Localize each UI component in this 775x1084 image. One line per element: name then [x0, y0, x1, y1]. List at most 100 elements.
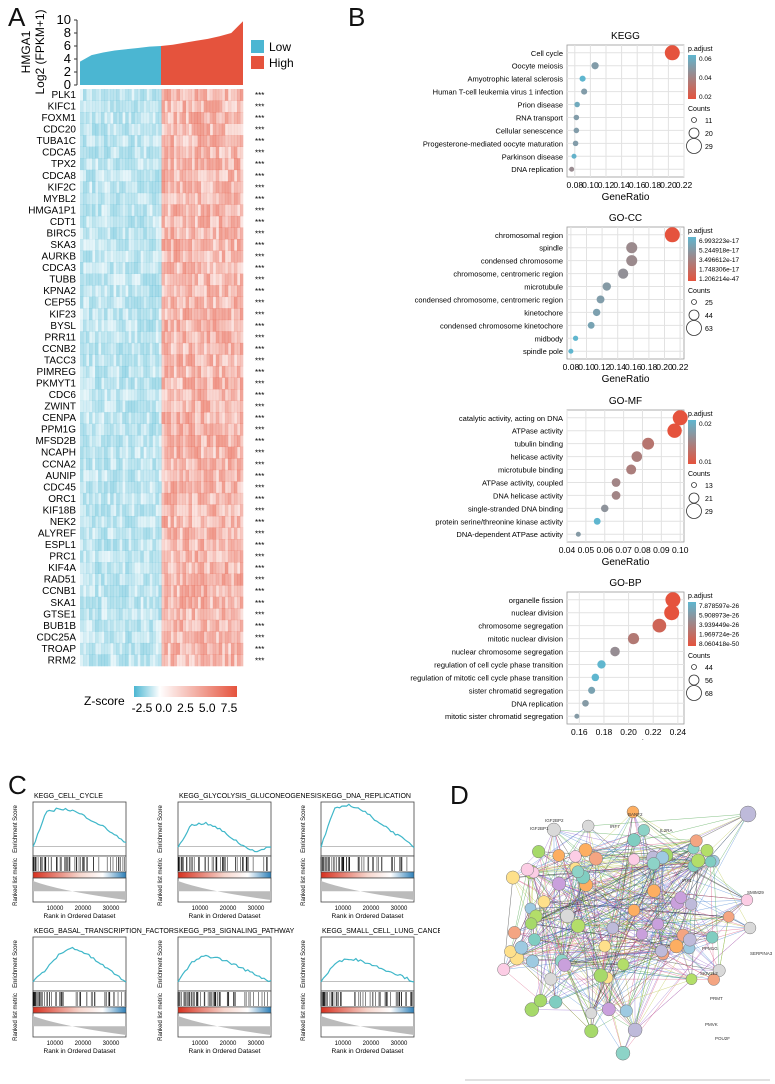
- heatmap-cell: [155, 619, 159, 632]
- heatmap-cell: [212, 539, 217, 551]
- network-edge: [512, 877, 608, 978]
- heatmap-cell: [203, 504, 208, 517]
- heatmap-cell: [206, 146, 211, 159]
- heatmap-cell: [212, 296, 217, 309]
- network-node: [524, 917, 538, 930]
- dotplot-point: [611, 491, 621, 500]
- heatmap-cell: [224, 112, 229, 124]
- heatmap-cell: [110, 273, 114, 286]
- heatmap-cell: [167, 250, 171, 263]
- heatmap-cell: [98, 227, 102, 240]
- heatmap-cell: [188, 135, 192, 147]
- heatmap-cell: [173, 169, 177, 182]
- heatmap-cell: [104, 227, 108, 240]
- heatmap-cell: [224, 123, 229, 136]
- counts-legend-tick: 56: [705, 678, 713, 685]
- heatmap-cell: [101, 204, 105, 217]
- padj-bar: [688, 55, 696, 99]
- heatmap-cell: [218, 273, 223, 286]
- gsea-x-tick: 30000: [248, 1041, 265, 1047]
- heatmap-cell: [233, 435, 238, 448]
- heatmap-cell: [101, 331, 105, 344]
- heatmap-cell: [104, 100, 108, 113]
- gene-label: KIF2C: [48, 182, 76, 193]
- heatmap-cell: [89, 423, 93, 436]
- heatmap-cell: [101, 100, 105, 113]
- heatmap-cell: [167, 400, 171, 413]
- heatmap-cell: [131, 389, 135, 401]
- heatmap-cell: [122, 585, 126, 598]
- heatmap-cell: [146, 204, 150, 217]
- heatmap-cell: [128, 181, 132, 194]
- heatmap-cell: [212, 319, 217, 332]
- heatmap-cell: [188, 250, 192, 263]
- heatmap-cell: [86, 192, 90, 205]
- heatmap-cell: [80, 192, 84, 205]
- counts-legend-tick: 68: [705, 691, 713, 698]
- heatmap-cell: [191, 319, 196, 332]
- heatmap-cell: [233, 446, 238, 459]
- heatmap-cell: [200, 654, 205, 667]
- heatmap-cell: [98, 446, 102, 459]
- heatmap-cell: [131, 642, 135, 655]
- dotplot-point: [626, 464, 637, 475]
- heatmap-cell: [161, 100, 165, 113]
- network-node: [647, 857, 661, 871]
- heatmap-cell: [134, 181, 138, 194]
- heatmap-cell: [203, 239, 208, 251]
- heatmap-cell: [143, 112, 147, 124]
- heatmap-cell: [119, 89, 123, 101]
- heatmap-cell: [194, 654, 199, 667]
- heatmap-cell: [128, 135, 132, 147]
- heatmap-cell: [194, 619, 199, 632]
- heatmap-cell: [185, 619, 189, 632]
- heatmap-cell: [116, 435, 120, 448]
- network-edge: [608, 859, 635, 1010]
- heatmap-cell: [164, 619, 168, 632]
- heatmap-cell: [221, 642, 226, 655]
- sig-label: ***: [255, 114, 264, 123]
- heatmap-cell: [80, 492, 84, 505]
- heatmap-cell: [137, 239, 141, 251]
- dotplot-category: catalytic activity, acting on DNA: [459, 414, 563, 423]
- heatmap-cell: [230, 412, 235, 424]
- heatmap-cell: [83, 458, 87, 471]
- heatmap-cell: [230, 262, 235, 274]
- heatmap-cell: [218, 365, 223, 378]
- heatmap-cell: [170, 654, 174, 667]
- heatmap-cell: [239, 562, 244, 574]
- heatmap-cell: [179, 89, 183, 101]
- heatmap-cell: [221, 481, 226, 494]
- heatmap-cell: [110, 573, 114, 586]
- heatmap-cell: [215, 100, 220, 113]
- heatmap-cell: [188, 435, 192, 448]
- heatmap-cell: [110, 331, 114, 344]
- gsea-hits-frame: [32, 855, 127, 873]
- heatmap-cell: [197, 469, 202, 482]
- heatmap-cell: [92, 227, 96, 240]
- heatmap-cell: [194, 262, 199, 274]
- heatmap-cell: [128, 469, 132, 482]
- heatmap-cell: [134, 135, 138, 147]
- heatmap-cell: [116, 262, 120, 274]
- heatmap-cell: [188, 354, 192, 367]
- heatmap-cell: [80, 112, 84, 124]
- network-edge: [531, 840, 697, 873]
- heatmap-cell: [101, 319, 105, 332]
- heatmap-cell: [164, 285, 168, 298]
- heatmap-cell: [104, 654, 108, 667]
- heatmap-cell: [233, 377, 238, 390]
- heatmap-cell: [206, 204, 211, 217]
- heatmap-cell: [146, 539, 150, 551]
- heatmap-cell: [161, 642, 165, 655]
- heatmap-cell: [218, 296, 223, 309]
- heatmap-cell: [164, 112, 168, 124]
- gsea-metric-label: Ranked list metric: [158, 858, 164, 906]
- heatmap-cell: [215, 550, 220, 563]
- heatmap-cell: [122, 181, 126, 194]
- heatmap-cell: [230, 181, 235, 194]
- heatmap-cell: [239, 400, 244, 413]
- heatmap-cell: [218, 389, 223, 401]
- heatmap-cell: [215, 158, 220, 171]
- heatmap-cell: [176, 169, 180, 182]
